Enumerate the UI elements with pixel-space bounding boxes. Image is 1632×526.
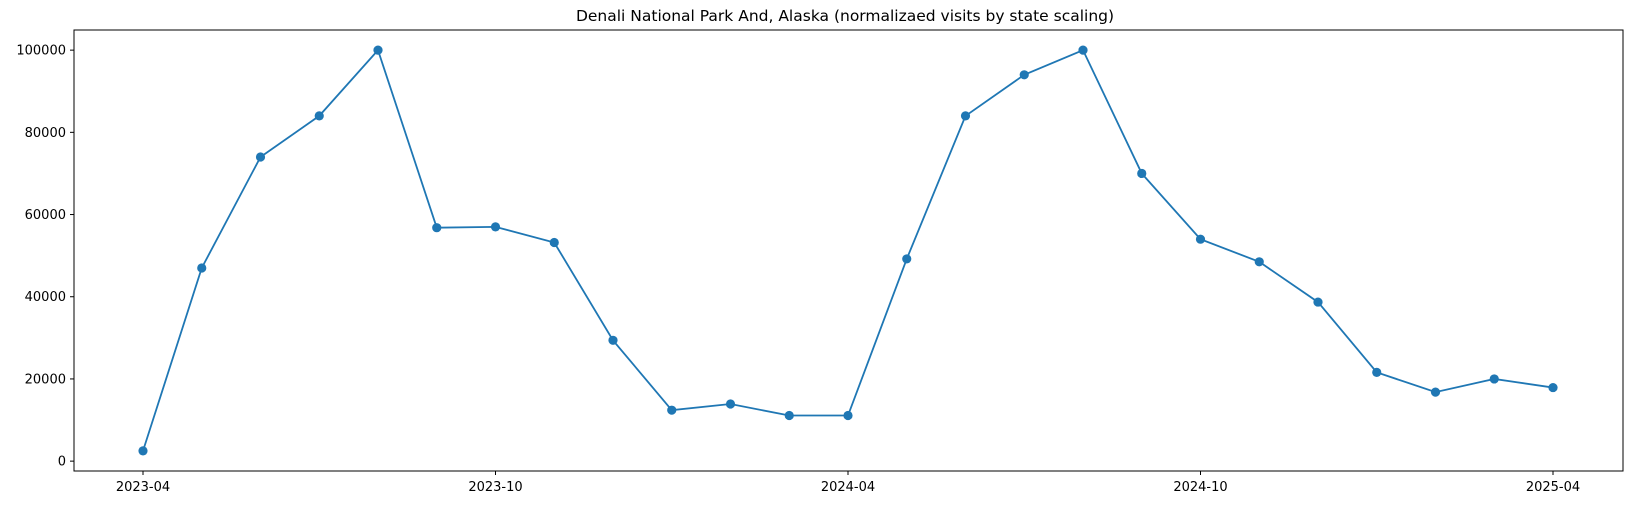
data-point bbox=[1548, 382, 1558, 393]
y-axis: 0 20000 40000 60000 80000 100000 bbox=[16, 44, 74, 470]
chart-title: Denali National Park And, Alaska (normal… bbox=[576, 7, 1114, 25]
data-point bbox=[314, 111, 324, 121]
y-tick-label: 80000 bbox=[25, 126, 66, 141]
data-point bbox=[843, 410, 853, 421]
y-tick-label: 0 bbox=[58, 455, 66, 470]
plot-frame bbox=[73, 29, 1624, 472]
data-point bbox=[902, 254, 912, 264]
data-point bbox=[784, 410, 794, 421]
y-tick-label: 100000 bbox=[16, 44, 66, 59]
data-point bbox=[255, 152, 266, 162]
data-point bbox=[138, 446, 148, 456]
data-point bbox=[549, 237, 559, 248]
data-point bbox=[1430, 387, 1441, 397]
series-points bbox=[138, 45, 1558, 456]
data-point bbox=[725, 399, 736, 409]
data-point bbox=[1313, 297, 1323, 307]
data-point bbox=[432, 223, 442, 233]
data-point bbox=[197, 263, 207, 273]
data-point bbox=[960, 111, 971, 121]
data-point bbox=[608, 335, 618, 345]
data-point bbox=[1489, 374, 1499, 384]
y-tick-label: 20000 bbox=[25, 372, 66, 387]
data-point bbox=[1019, 70, 1029, 80]
data-point bbox=[1137, 168, 1147, 179]
data-point bbox=[667, 405, 677, 415]
x-tick-label: 2025-04 bbox=[1526, 480, 1580, 495]
x-tick-label: 2024-04 bbox=[821, 480, 875, 495]
x-axis: 2023-04 2023-10 2024-04 2024-10 2025-04 bbox=[116, 471, 1580, 495]
data-point bbox=[490, 222, 501, 232]
data-point bbox=[1254, 257, 1264, 267]
x-tick-label: 2024-10 bbox=[1173, 480, 1227, 495]
series-line bbox=[142, 48, 1554, 452]
x-tick-label: 2023-10 bbox=[468, 480, 522, 495]
y-tick-label: 60000 bbox=[25, 208, 66, 223]
x-tick-label: 2023-04 bbox=[116, 480, 170, 495]
data-point bbox=[373, 45, 383, 55]
data-point bbox=[1078, 45, 1088, 55]
data-point bbox=[1195, 234, 1206, 244]
data-point bbox=[1372, 367, 1382, 377]
y-tick-label: 40000 bbox=[25, 290, 66, 305]
